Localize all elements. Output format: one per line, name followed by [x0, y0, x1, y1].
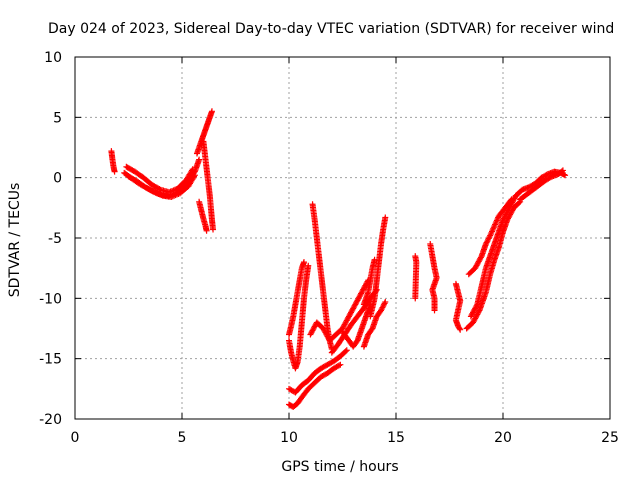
series-track-p: [360, 298, 389, 350]
data-point: [487, 231, 494, 238]
data-point: [191, 173, 198, 180]
data-point: [490, 224, 497, 231]
series-track-z: [517, 167, 566, 203]
series-track-l: [309, 201, 335, 353]
y-tick-label: 0: [53, 171, 62, 187]
series-track-x: [465, 196, 515, 278]
series-track-t: [427, 241, 440, 314]
y-tick-label: 5: [53, 110, 62, 126]
data-point: [558, 168, 565, 175]
data-point: [342, 348, 349, 355]
y-tick-label: -10: [39, 291, 62, 307]
series-track-u: [452, 280, 464, 333]
x-tick-label: 15: [387, 430, 405, 446]
data-point: [189, 166, 196, 173]
data-point: [203, 227, 210, 234]
series-track-o: [339, 301, 374, 350]
series-track-j: [286, 262, 312, 372]
data-point: [336, 362, 343, 369]
x-tick-label: 20: [494, 430, 512, 446]
series-track-q: [367, 214, 389, 320]
chart-title: Day 024 of 2023, Sidereal Day-to-day VTE…: [48, 21, 614, 37]
data-point: [149, 188, 156, 195]
data-point: [488, 229, 495, 236]
series-track-f: [200, 138, 217, 233]
x-tick-label: 25: [601, 430, 619, 446]
series-track-e: [193, 108, 215, 157]
data-point: [489, 227, 496, 234]
y-tick-label: -15: [39, 352, 62, 368]
data-point: [382, 214, 389, 221]
data-point: [493, 217, 500, 224]
data-point: [196, 156, 203, 163]
series-track-m: [307, 277, 372, 344]
data-point: [488, 228, 495, 235]
y-tick-label: 10: [44, 50, 62, 66]
data-point: [382, 298, 389, 305]
x-axis-label: GPS time / hours: [281, 459, 398, 475]
x-tick-label: 5: [178, 430, 187, 446]
data-point: [493, 218, 500, 225]
series-track-c: [123, 163, 196, 196]
data-point: [111, 168, 118, 175]
series-track-d: [125, 172, 198, 200]
data-point: [431, 307, 438, 314]
data-point: [562, 172, 569, 179]
y-axis-label: SDTVAR / TECUs: [7, 183, 23, 298]
series-track-r: [360, 256, 378, 308]
grid: [75, 57, 610, 419]
data-point: [560, 171, 567, 178]
series-track-v: [467, 192, 519, 320]
data-point: [156, 186, 163, 193]
x-tick-label: 10: [280, 430, 298, 446]
series-track-i: [286, 347, 350, 396]
data-point: [494, 216, 501, 223]
y-tick-label: -20: [39, 412, 62, 428]
data-point: [475, 308, 482, 315]
data-point: [210, 226, 217, 233]
data-point: [477, 254, 484, 261]
tick-layer: 0 5 10 15 20 25 -20 -15 -10 -5 0 5 10: [39, 50, 619, 446]
data-point: [559, 167, 566, 174]
data-point: [188, 167, 195, 174]
data-point: [457, 326, 464, 333]
data-point: [191, 172, 198, 179]
y-tick-label: -5: [48, 231, 62, 247]
series-track-s: [412, 253, 420, 302]
data-point: [492, 221, 499, 228]
data-point: [491, 222, 498, 229]
series-track-h: [286, 361, 344, 410]
series-layer: [108, 108, 569, 410]
data-point: [343, 347, 350, 354]
data-point: [492, 220, 499, 227]
data-point: [490, 225, 497, 232]
data-point: [300, 259, 307, 266]
x-tick-label: 0: [71, 430, 80, 446]
data-point: [508, 196, 515, 203]
data-point: [456, 325, 463, 332]
series-track-a: [108, 148, 118, 175]
data-point: [507, 197, 514, 204]
series-track-w: [463, 198, 524, 332]
series-track-g: [196, 198, 210, 234]
data-point: [208, 108, 215, 115]
data-point: [412, 295, 419, 302]
data-point: [305, 262, 312, 269]
data-point: [516, 199, 523, 206]
data-point: [337, 361, 344, 368]
series-track-k: [286, 259, 307, 338]
data-point: [371, 256, 378, 263]
data-point: [487, 232, 494, 239]
